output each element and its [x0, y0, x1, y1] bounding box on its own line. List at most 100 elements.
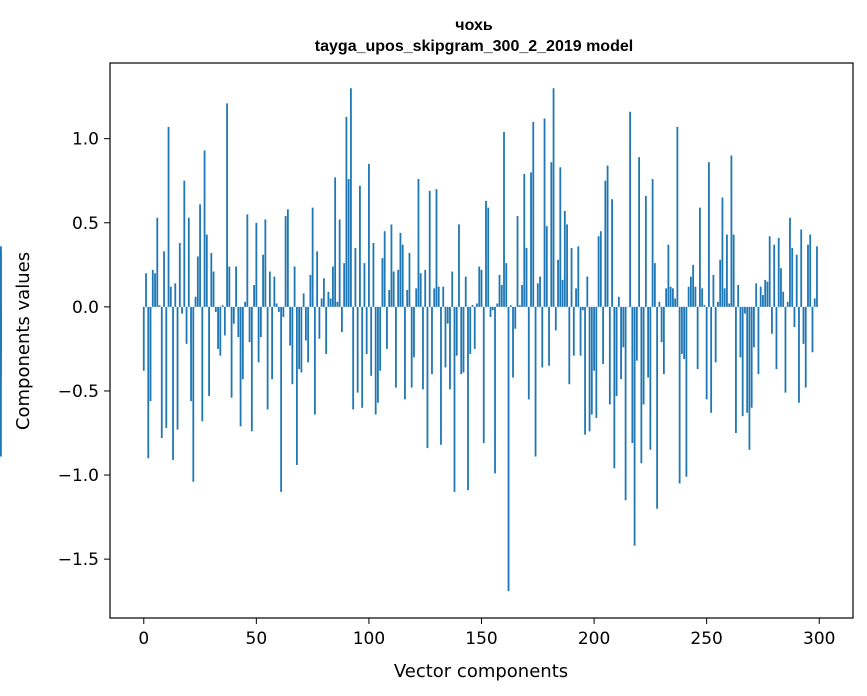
bar [165, 306, 168, 428]
bar [147, 306, 150, 459]
bar [329, 298, 332, 307]
x-tick-label: 100 [353, 629, 385, 649]
bar [374, 306, 377, 415]
bar [381, 258, 384, 307]
x-axis-label: Vector components [394, 661, 568, 682]
bar [559, 167, 562, 307]
bar [219, 306, 222, 356]
bar [298, 306, 301, 370]
y-tick-label: −0.5 [58, 382, 99, 402]
bar [586, 276, 589, 307]
bar [795, 254, 798, 307]
bar [332, 266, 334, 307]
bar [685, 306, 688, 477]
bar [642, 306, 645, 405]
bar [667, 244, 670, 307]
bar [266, 306, 269, 410]
bar [192, 306, 195, 482]
bar [649, 306, 652, 450]
bar [235, 266, 237, 307]
bar [476, 303, 478, 307]
bar [163, 251, 165, 307]
bar [273, 276, 276, 307]
bar [228, 266, 231, 307]
bar [689, 276, 692, 307]
bar [509, 305, 512, 307]
bar [617, 296, 620, 307]
bar [665, 288, 668, 307]
bar [613, 306, 616, 469]
y-tick-label: −1.0 [58, 466, 99, 486]
bar [606, 165, 609, 307]
bar [327, 291, 330, 307]
bar [390, 224, 393, 307]
bar [0, 246, 2, 307]
bar [226, 103, 228, 307]
bar [791, 248, 794, 307]
bar [352, 306, 355, 410]
bar [784, 306, 787, 393]
bar [545, 226, 548, 307]
bar [478, 266, 481, 307]
bar [154, 273, 156, 307]
bar [313, 306, 316, 415]
bar [620, 306, 622, 380]
bar [674, 298, 677, 307]
bar [190, 306, 192, 402]
bar [142, 306, 145, 371]
y-tick-label: 0.0 [72, 298, 99, 318]
bar [469, 306, 472, 354]
bar [361, 306, 364, 408]
bar [277, 306, 280, 312]
bar [201, 306, 204, 422]
bar [284, 216, 287, 307]
bar [291, 306, 294, 385]
x-tick-label: 0 [138, 629, 149, 649]
bar [451, 271, 454, 307]
bar [158, 305, 161, 307]
bar [516, 216, 519, 307]
bar [388, 290, 391, 307]
bar [386, 306, 388, 349]
bar [413, 306, 415, 358]
y-tick-label: 0.5 [72, 214, 99, 234]
bar [185, 306, 188, 344]
bar [683, 306, 686, 359]
bar [379, 306, 382, 371]
bar [777, 237, 780, 307]
chart-title: чохь [455, 17, 493, 34]
bar [694, 286, 697, 307]
bar [433, 288, 436, 307]
bar [660, 306, 663, 343]
bar [771, 306, 773, 334]
bar [208, 306, 210, 396]
bar [395, 306, 397, 388]
bar [489, 306, 492, 317]
bar [372, 242, 375, 307]
bar [604, 180, 607, 307]
bar [662, 306, 665, 375]
bar [354, 248, 357, 307]
bar [676, 126, 679, 307]
bar [800, 229, 803, 307]
bar [300, 306, 303, 373]
bar [584, 306, 586, 435]
bar [471, 305, 474, 307]
bar [302, 293, 305, 307]
bar [599, 231, 602, 307]
bar [230, 306, 233, 398]
bar [401, 244, 404, 307]
bar [802, 306, 805, 344]
bar [602, 306, 604, 365]
bar [534, 306, 537, 457]
bar [816, 246, 818, 307]
bar [647, 306, 650, 378]
bar [464, 276, 467, 307]
bar [644, 195, 647, 307]
bar [570, 248, 573, 307]
bar [530, 172, 532, 307]
bar [507, 306, 510, 592]
bar [257, 306, 260, 363]
bar [145, 273, 147, 307]
bar [669, 286, 672, 307]
